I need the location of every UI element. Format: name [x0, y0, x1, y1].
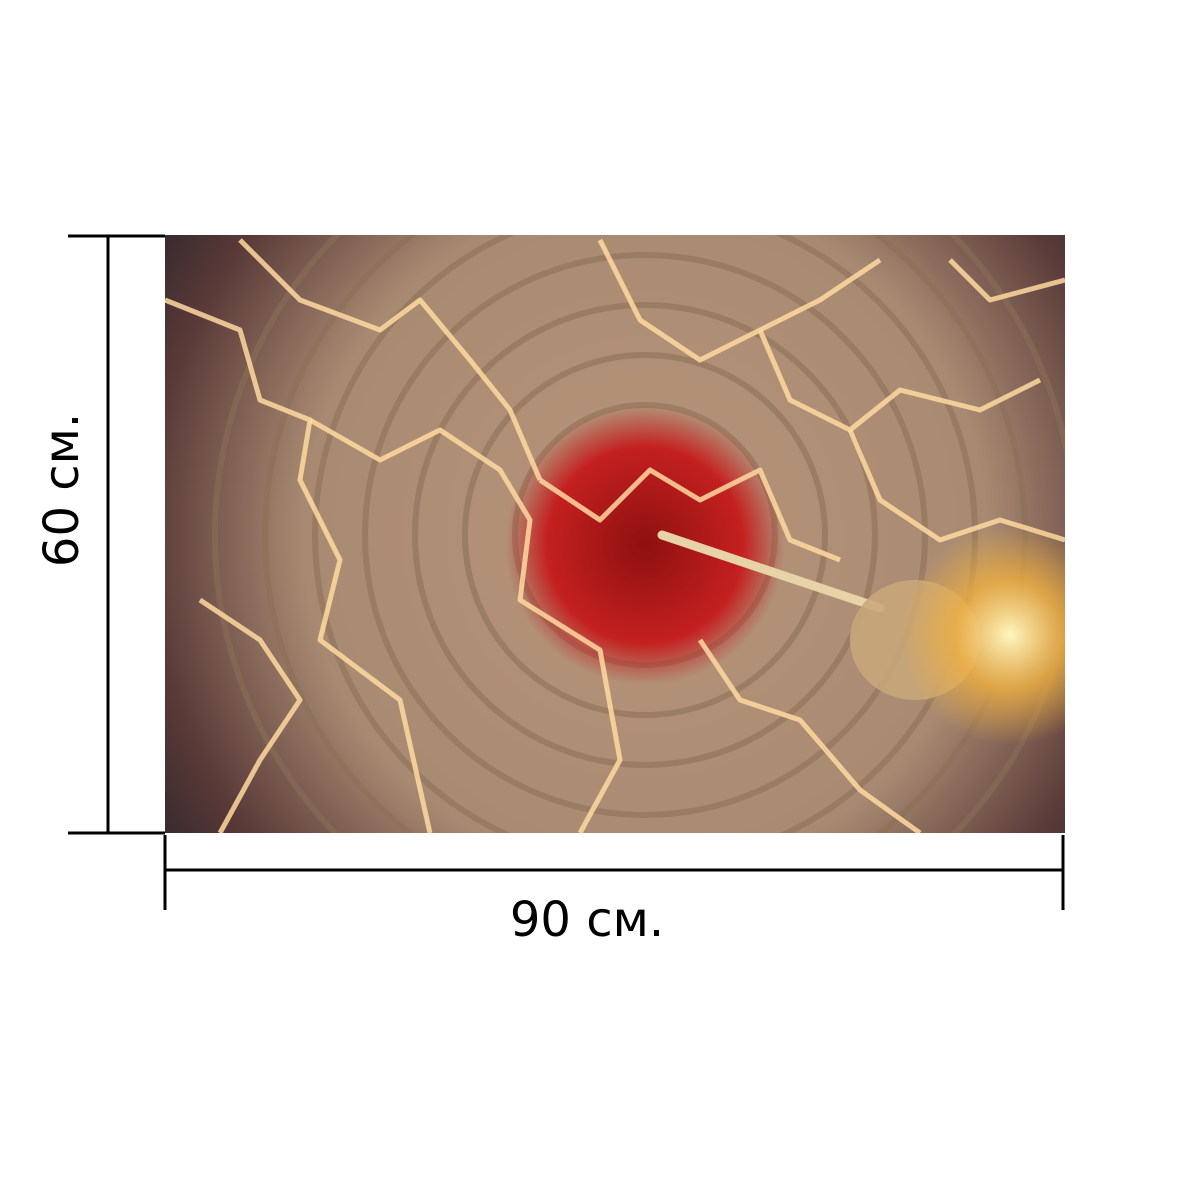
lightning-cracks	[165, 238, 1065, 833]
bullseye	[505, 405, 785, 685]
height-dimension: 60 см.	[34, 234, 165, 835]
width-dimension: 90 см.	[163, 835, 1065, 948]
height-label: 60 см.	[34, 413, 90, 567]
target-image	[165, 235, 1065, 833]
width-label: 90 см.	[510, 892, 664, 948]
arrow-shaft	[657, 530, 885, 613]
arrow-glow	[900, 525, 1065, 745]
